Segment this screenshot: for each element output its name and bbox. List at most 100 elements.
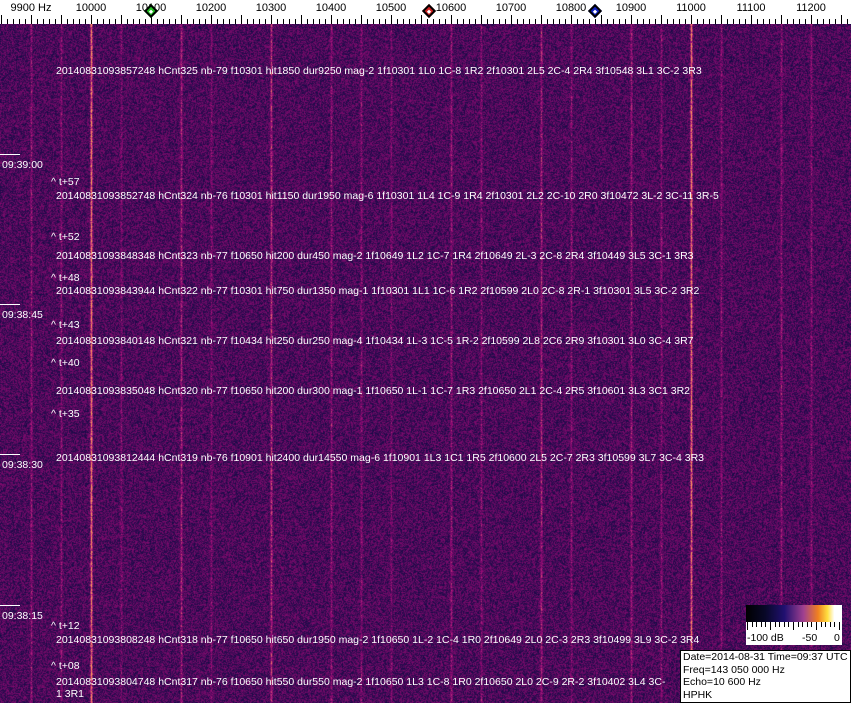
colorbar-tick: [751, 622, 753, 627]
ruler-tick: [607, 19, 608, 24]
ruler-tick: [787, 19, 788, 24]
ruler-tick: [121, 15, 122, 24]
ruler-tick: [589, 19, 590, 24]
time-axis-label: 09:38:15: [0, 605, 43, 622]
colorbar-tick: [806, 622, 808, 627]
detection-line: 20140831093808248 hCnt318 nb-77 f10650 h…: [56, 634, 700, 646]
ruler-tick: [307, 19, 308, 24]
ruler-tick: [115, 19, 116, 24]
ruler-tick: [433, 19, 434, 24]
ruler-tick: [151, 15, 152, 24]
ruler-tick: [631, 15, 632, 24]
colorbar-tick: [765, 622, 767, 627]
ruler-tick: [523, 19, 524, 24]
ruler-tick: [823, 19, 824, 24]
ruler-tick: [163, 19, 164, 24]
ruler-tick: [355, 19, 356, 24]
ruler-tick-label: 10200: [195, 2, 227, 14]
ruler-tick: [19, 19, 20, 24]
detection-line: 20140831093812444 hCnt319 nb-76 f10901 h…: [56, 452, 705, 464]
colorbar-tick: [760, 622, 762, 627]
ruler-unit-label: 9900 Hz: [10, 2, 52, 14]
ruler-tick: [661, 15, 662, 24]
colorbar-tick: [839, 622, 840, 630]
ruler-tick-label: 10900: [615, 2, 647, 14]
ruler-tick-label: 11200: [796, 2, 826, 14]
ruler-tick: [763, 19, 764, 24]
ruler-tick: [649, 19, 650, 24]
colorbar-tick: [834, 622, 836, 627]
ruler-tick: [169, 19, 170, 24]
detection-line: 20140831093804748 hCnt317 nb-76 f10650 h…: [56, 676, 666, 700]
ruler-tick: [409, 19, 410, 24]
ruler-tick: [457, 19, 458, 24]
ruler-tick: [265, 19, 266, 24]
ruler-tick: [73, 19, 74, 24]
ruler-tick: [829, 19, 830, 24]
ruler-tick: [499, 19, 500, 24]
ruler-tick: [715, 19, 716, 24]
colorbar-tick: [829, 622, 831, 627]
ruler-tick: [13, 19, 14, 24]
colorbar-label-mid: -50: [802, 632, 818, 644]
ruler-tick: [391, 15, 392, 24]
colorbar-tick: [797, 622, 799, 627]
ruler-tick: [385, 19, 386, 24]
detection-line: 20140831093857248 hCnt325 nb-79 f10301 h…: [56, 65, 702, 77]
ruler-tick: [757, 19, 758, 24]
colorbar-legend: -100 dB -50 0: [746, 605, 842, 645]
detection-line: 20140831093852748 hCnt324 nb-76 f10301 h…: [56, 190, 719, 202]
ruler-tick: [349, 19, 350, 24]
ruler-tick-label: 10700: [495, 2, 527, 14]
ruler-tick: [301, 15, 302, 24]
ruler-tick-label: 10600: [435, 2, 467, 14]
ruler-tick: [553, 19, 554, 24]
ruler-tick: [259, 19, 260, 24]
ruler-tick: [31, 15, 32, 24]
blue-marker-icon[interactable]: [587, 3, 603, 19]
ruler-tick: [91, 15, 92, 24]
ruler-tick: [643, 19, 644, 24]
waterfall-spectrogram: [0, 24, 851, 703]
ruler-tick: [613, 19, 614, 24]
ruler-tick: [793, 19, 794, 24]
ruler-tick: [325, 19, 326, 24]
ruler-tick: [727, 19, 728, 24]
time-offset-label: ^ t+35: [51, 408, 80, 420]
ruler-tick: [313, 19, 314, 24]
colorbar-gradient: [746, 605, 842, 622]
detection-line: 20140831093843944 hCnt322 nb-77 f10301 h…: [56, 285, 700, 297]
time-offset-label: ^ t+48: [51, 272, 80, 284]
ruler-tick: [181, 15, 182, 24]
ruler-tick: [703, 19, 704, 24]
ruler-tick: [571, 15, 572, 24]
info-frequency: Freq=143 050 000 Hz: [683, 663, 785, 676]
ruler-tick-label: 10800: [555, 2, 587, 14]
ruler-tick: [637, 19, 638, 24]
ruler-tick: [493, 19, 494, 24]
time-offset-label: ^ t+40: [51, 357, 80, 369]
detection-line: 20140831093848348 hCnt323 nb-77 f10650 h…: [56, 250, 694, 262]
ruler-tick: [247, 19, 248, 24]
ruler-tick: [49, 19, 50, 24]
red-marker-icon[interactable]: [421, 3, 436, 19]
ruler-tick: [379, 19, 380, 24]
ruler-tick: [223, 19, 224, 24]
time-axis-label: 09:38:30: [0, 454, 43, 471]
ruler-tick: [187, 19, 188, 24]
ruler-tick: [61, 15, 62, 24]
ruler-tick: [37, 19, 38, 24]
ruler-tick: [511, 15, 512, 24]
time-offset-label: ^ t+57: [51, 176, 80, 188]
colorbar-label-min: -100 dB: [747, 632, 784, 644]
ruler-tick: [289, 19, 290, 24]
ruler-tick: [691, 15, 692, 24]
ruler-tick-label: 10500: [375, 2, 407, 14]
ruler-tick: [505, 19, 506, 24]
ruler-tick: [805, 19, 806, 24]
ruler-tick: [127, 19, 128, 24]
ruler-tick: [217, 19, 218, 24]
ruler-tick: [667, 19, 668, 24]
ruler-tick: [397, 19, 398, 24]
colorbar-label-max: 0: [834, 632, 840, 644]
